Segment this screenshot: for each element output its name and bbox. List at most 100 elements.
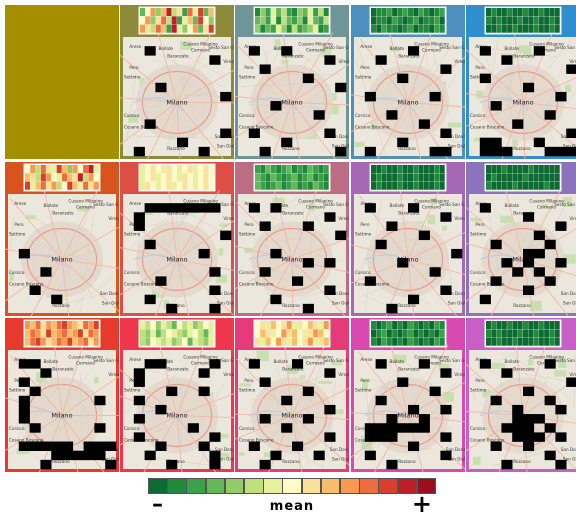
heatmap-cell <box>145 16 150 24</box>
heatmap-cell <box>549 8 554 16</box>
place-label: Arese <box>129 44 141 49</box>
missing-data-cell <box>376 240 387 249</box>
heatmap-cell <box>161 165 166 173</box>
heatmap-cell <box>512 329 517 337</box>
heatmap-cell <box>151 165 156 173</box>
missing-data-cell <box>491 101 502 110</box>
heatmap-cell <box>297 338 302 346</box>
heatmap-cell <box>303 173 308 181</box>
heatmap-cell <box>502 16 507 24</box>
missing-data-cell <box>480 359 491 368</box>
heatmap-cell <box>371 329 376 337</box>
heatmap-cell <box>555 25 560 33</box>
heatmap-cell <box>203 25 208 33</box>
heatmap-cell <box>507 8 512 16</box>
heatmap-cell <box>73 338 78 346</box>
heatmap-cell <box>161 182 166 190</box>
heatmap-cell <box>281 182 286 190</box>
heatmap-cell <box>397 25 402 33</box>
heatmap-cell <box>486 182 491 190</box>
missing-data-cell <box>324 258 335 267</box>
missing-data-cell <box>51 451 62 460</box>
heatmap-cell <box>387 16 392 24</box>
heatmap-cell <box>25 329 30 337</box>
heatmap-cell <box>424 8 429 16</box>
heatmap-cell <box>512 16 517 24</box>
place-label: Corsico <box>355 113 371 118</box>
missing-data-cell <box>51 295 62 304</box>
missing-data-cell <box>281 423 292 432</box>
heatmap-cell <box>198 165 203 173</box>
heatmap-cell <box>287 8 292 16</box>
heatmap-cell <box>166 173 171 181</box>
heatmap-cell <box>486 173 491 181</box>
city-label: Milano <box>397 98 418 106</box>
heatmap-cell <box>549 338 554 346</box>
heatmap-cell <box>303 338 308 346</box>
place-label: Baranzate <box>167 366 189 371</box>
heatmap-cell <box>271 25 276 33</box>
heatmap-cell <box>523 16 528 24</box>
heatmap-cell <box>161 338 166 346</box>
heatmap-cell <box>25 338 30 346</box>
heatmap-cell <box>397 338 402 346</box>
missing-data-cell <box>545 147 556 156</box>
heatmap-cell <box>140 165 145 173</box>
missing-data-cell <box>209 267 220 276</box>
heatmap-cell <box>534 8 539 16</box>
missing-data-cell <box>566 377 576 386</box>
heatmap-cell <box>182 16 187 24</box>
heatmap-cell <box>198 16 203 24</box>
heatmap-cell <box>209 25 214 33</box>
missing-data-cell <box>451 249 462 258</box>
heatmap-cell <box>534 329 539 337</box>
missing-data-cell <box>314 110 325 119</box>
missing-data-cell <box>19 442 30 451</box>
heatmap-cell <box>292 338 297 346</box>
heatmap-cell <box>376 338 381 346</box>
missing-data-cell <box>249 203 260 212</box>
heatmap-cell <box>182 182 187 190</box>
heatmap-cell <box>408 338 413 346</box>
heatmap-cell <box>172 338 177 346</box>
city-label: Milano <box>166 411 187 419</box>
heatmap-cell <box>403 25 408 33</box>
missing-data-cell <box>523 258 534 267</box>
heatmap-cell <box>271 182 276 190</box>
heatmap-cell <box>308 182 313 190</box>
place-label: Corsico <box>239 113 255 118</box>
heatmap-cell <box>188 16 193 24</box>
missing-data-cell <box>480 74 491 83</box>
heatmap-cell <box>324 321 329 329</box>
missing-data-cell <box>534 414 545 423</box>
heatmap-cell <box>382 329 387 337</box>
missing-data-cell <box>145 359 156 368</box>
heatmap-cell <box>539 165 544 173</box>
heatmap-cell <box>140 8 145 16</box>
heatmap-cell <box>413 173 418 181</box>
heatmap-cell <box>371 321 376 329</box>
heatmap-cell <box>177 182 182 190</box>
place-label: San Donato <box>100 291 119 296</box>
heatmap-cell <box>51 329 56 337</box>
heatmap-cell <box>271 329 276 337</box>
heatmap-cell <box>271 338 276 346</box>
heatmap-cell <box>281 329 286 337</box>
heatmap-cell <box>57 321 62 329</box>
heatmap-cell <box>413 8 418 16</box>
missing-data-cell <box>19 405 30 414</box>
heatmap-cell <box>62 182 67 190</box>
heatmap-cell <box>209 173 214 181</box>
missing-data-cell <box>440 129 451 138</box>
heatmap-cell <box>555 8 560 16</box>
place-label: Cesano Boscone <box>239 282 274 287</box>
heatmap-cell <box>303 16 308 24</box>
heatmap-cell <box>518 338 523 346</box>
place-label: Cesano Boscone <box>470 125 505 130</box>
